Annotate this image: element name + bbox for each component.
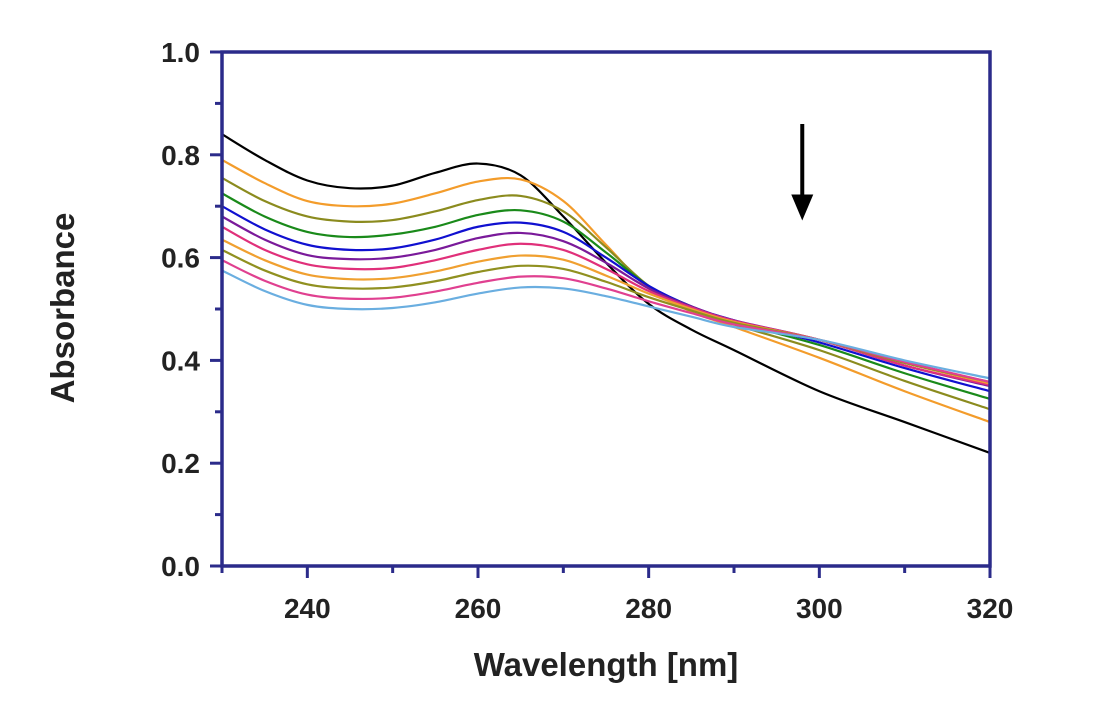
- y-tick-label: 0.2: [161, 448, 200, 479]
- series-line-6: [221, 215, 991, 388]
- y-tick-label: 0.0: [161, 551, 200, 582]
- x-tick-label: 260: [455, 593, 502, 624]
- series-line-3: [221, 176, 991, 411]
- series-line-1: [221, 133, 991, 454]
- series-line-7: [221, 225, 991, 387]
- x-tick-label: 280: [625, 593, 672, 624]
- y-axis-label: Absorbance: [44, 213, 81, 404]
- series-line-4: [221, 192, 991, 401]
- y-tick-label: 0.6: [161, 243, 200, 274]
- series-group: [221, 133, 991, 454]
- x-tick-label: 320: [967, 593, 1014, 624]
- y-tick-label: 0.4: [161, 345, 200, 376]
- y-tick-label: 0.8: [161, 140, 200, 171]
- x-tick-label: 300: [796, 593, 843, 624]
- arrow-down-icon: [791, 194, 814, 221]
- x-tick-label: 240: [284, 593, 331, 624]
- y-tick-label: 1.0: [161, 37, 200, 68]
- x-axis-label: Wavelength [nm]: [474, 646, 739, 683]
- axes-group: 0.0 0.2 0.4 0.6 0.8 1.0 240 260 280 300 320: [161, 37, 1013, 624]
- series-line-2: [221, 158, 991, 424]
- series-line-5: [221, 205, 991, 393]
- series-line-11: [221, 269, 991, 380]
